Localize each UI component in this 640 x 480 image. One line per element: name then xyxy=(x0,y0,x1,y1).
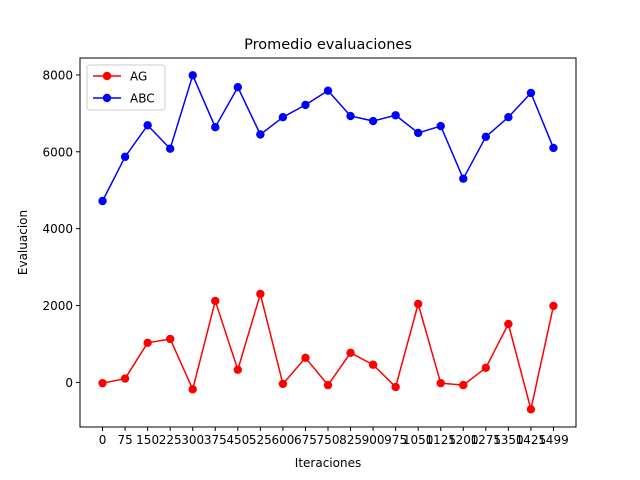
data-point-ag xyxy=(278,379,288,389)
x-tick-label: 1499 xyxy=(538,433,569,447)
data-point-ag xyxy=(188,385,197,394)
chart-title: Promedio evaluaciones xyxy=(244,37,412,53)
data-point-abc xyxy=(233,83,243,92)
data-point-abc xyxy=(526,88,536,98)
y-tick-label: 2000 xyxy=(42,299,73,313)
data-point-abc xyxy=(481,132,491,141)
y-tick-label: 0 xyxy=(65,376,73,390)
data-point-ag xyxy=(504,319,513,329)
data-point-ag xyxy=(549,301,558,311)
data-point-ag xyxy=(481,363,491,373)
legend-label: AG xyxy=(130,70,147,84)
x-tick-label: 600 xyxy=(271,433,294,447)
x-tick-label: 1050 xyxy=(403,433,434,447)
legend-item-abc: ABC xyxy=(93,92,155,106)
data-point-ag xyxy=(120,374,130,383)
legend-item-ag: AG xyxy=(93,70,147,84)
data-point-abc xyxy=(391,111,400,120)
data-point-abc xyxy=(323,86,333,95)
x-tick-label: 1200 xyxy=(448,433,479,447)
data-point-abc xyxy=(98,196,107,206)
legend-marker xyxy=(102,93,112,103)
x-tick-label: 75 xyxy=(117,433,132,447)
x-tick-label: 1275 xyxy=(471,433,502,447)
data-point-ag xyxy=(391,382,400,392)
data-point-ag xyxy=(211,296,220,306)
data-point-abc xyxy=(143,121,152,130)
data-point-abc xyxy=(368,116,378,126)
x-axis-ticks: 0 75 150 225 300 375 450 525 600 675 750 825 900 9751… xyxy=(99,427,569,447)
data-point-abc xyxy=(346,111,355,121)
data-point-abc xyxy=(256,130,265,139)
x-tick-label: 225 xyxy=(159,433,182,447)
legend-marker xyxy=(102,71,112,81)
plot-series xyxy=(98,71,558,414)
x-tick-label: 375 xyxy=(204,433,227,447)
x-tick-label: 675 xyxy=(294,433,317,447)
data-point-ag xyxy=(143,338,152,348)
data-point-abc xyxy=(165,144,175,153)
y-tick-label: 8000 xyxy=(42,68,73,82)
y-axis-ticks: 0 2000 4000 6000 8000 xyxy=(42,68,80,390)
data-point-ag xyxy=(526,405,536,414)
data-point-abc xyxy=(211,122,220,132)
data-point-abc xyxy=(413,128,423,138)
data-point-ag xyxy=(233,365,243,374)
data-point-abc xyxy=(549,143,558,153)
data-point-ag xyxy=(301,353,310,363)
x-axis-label: Iteraciones xyxy=(295,456,361,470)
data-point-abc xyxy=(120,152,130,161)
data-point-ag xyxy=(165,334,175,344)
x-tick-label: 300 xyxy=(181,433,204,447)
data-point-abc xyxy=(459,174,468,183)
data-point-ag xyxy=(436,378,445,388)
y-tick-label: 6000 xyxy=(42,145,73,159)
data-point-ag xyxy=(368,360,378,369)
x-tick-label: 525 xyxy=(249,433,272,447)
data-point-abc xyxy=(436,121,445,131)
x-tick-label: 450 xyxy=(226,433,249,447)
data-point-ag xyxy=(98,378,107,388)
series-abc xyxy=(98,71,558,206)
x-tick-label: 1350 xyxy=(493,433,524,447)
y-axis-label: Evaluacion xyxy=(16,210,30,275)
data-point-abc xyxy=(188,71,197,80)
data-point-ag xyxy=(323,380,333,390)
x-tick-label: 750 xyxy=(317,433,340,447)
x-tick-label: 0 xyxy=(99,433,107,447)
data-point-abc xyxy=(301,100,310,110)
data-point-abc xyxy=(504,112,513,122)
data-point-abc xyxy=(278,112,288,122)
x-tick-label: 1425 xyxy=(516,433,547,447)
series-ag xyxy=(98,289,558,414)
x-tick-label: 150 xyxy=(136,433,159,447)
data-point-ag xyxy=(459,380,468,390)
y-tick-label: 4000 xyxy=(42,222,73,236)
legend-label: ABC xyxy=(130,92,155,106)
data-point-ag xyxy=(256,289,265,299)
data-point-ag xyxy=(413,299,423,309)
legend: AG ABC xyxy=(86,64,166,111)
x-tick-label: 975 xyxy=(384,433,407,447)
x-tick-label: 900 xyxy=(362,433,385,447)
x-tick-label: 1125 xyxy=(425,433,456,447)
data-point-ag xyxy=(346,348,355,358)
x-tick-label: 825 xyxy=(339,433,362,447)
